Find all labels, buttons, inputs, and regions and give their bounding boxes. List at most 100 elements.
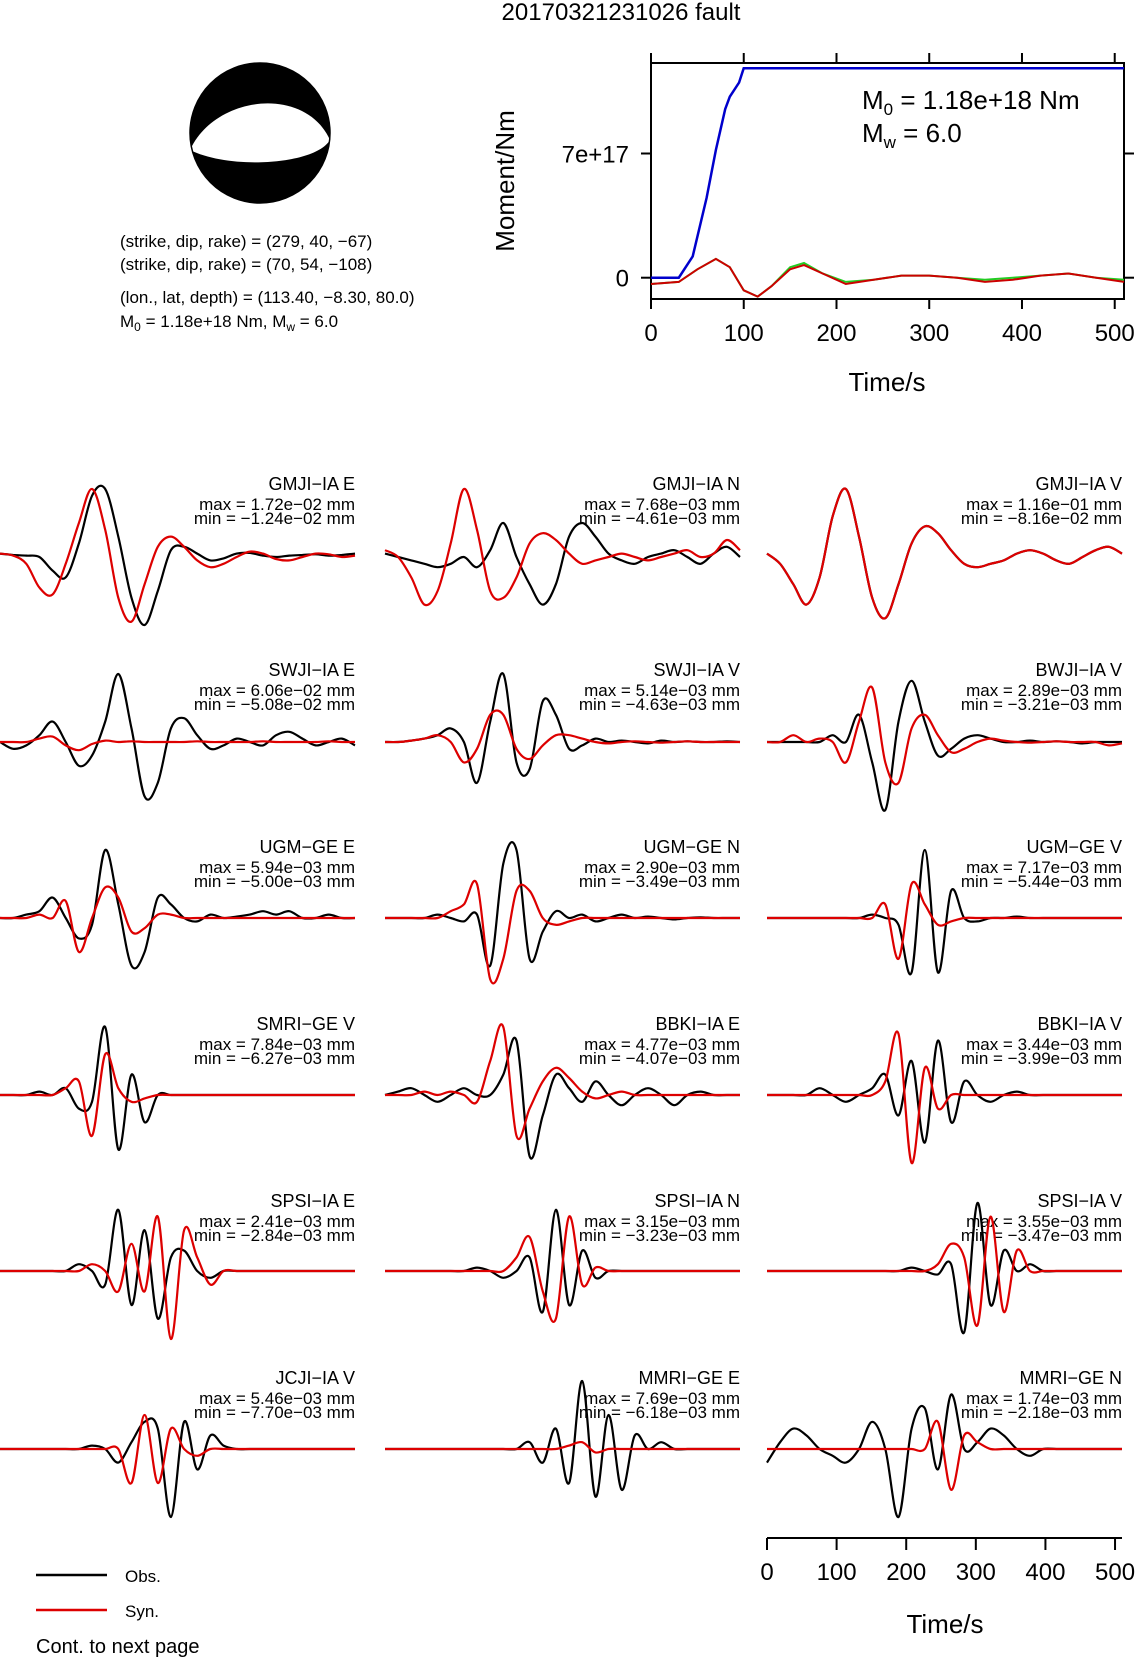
synthetic-trace bbox=[384, 487, 741, 607]
min-amplitude: min = −4.07e−03 mm bbox=[579, 1049, 740, 1068]
hypocenter: (lon., lat, depth) = (113.40, −8.30, 80.… bbox=[120, 288, 415, 307]
synthetic-trace bbox=[0, 735, 356, 752]
continuation-note: Cont. to next page bbox=[36, 1636, 199, 1658]
moment-xtick-label: 0 bbox=[644, 320, 657, 347]
beachball-icon bbox=[189, 62, 331, 204]
moment-xtick-label: 400 bbox=[1002, 320, 1042, 347]
max-amplitude: max = 7.69e−03 mm bbox=[584, 1389, 740, 1408]
max-amplitude: max = 3.55e−03 mm bbox=[966, 1212, 1122, 1231]
mw-label: Mw = 6.0 bbox=[862, 118, 962, 152]
synthetic-trace bbox=[0, 1413, 355, 1485]
station-label: BBKI−IA V bbox=[1037, 1014, 1122, 1034]
waveform-xlabel: Time/s bbox=[906, 1609, 983, 1639]
moment-chart-xlabel: Time/s bbox=[848, 367, 925, 397]
max-amplitude: max = 1.74e−03 mm bbox=[966, 1389, 1122, 1408]
time-axis-tick-label: 0 bbox=[760, 1559, 773, 1586]
observed-trace bbox=[0, 672, 356, 801]
observed-trace bbox=[384, 521, 741, 606]
min-amplitude: min = −7.70e−03 mm bbox=[194, 1403, 355, 1422]
synthetic-trace bbox=[385, 880, 740, 985]
synthetic-trace bbox=[767, 1419, 1122, 1491]
station-label: SPSI−IA E bbox=[270, 1191, 355, 1211]
max-amplitude: max = 7.68e−03 mm bbox=[584, 495, 740, 514]
station-label: BWJI−IA V bbox=[1035, 660, 1122, 680]
moment-xtick-label: 300 bbox=[909, 320, 949, 347]
synthetic-trace bbox=[385, 1440, 740, 1454]
legend: Obs. Syn. bbox=[36, 1567, 161, 1621]
min-amplitude: min = −5.08e−02 mm bbox=[194, 695, 355, 714]
max-amplitude: max = 5.14e−03 mm bbox=[584, 681, 740, 700]
synthetic-trace bbox=[766, 1030, 1122, 1165]
moment-rate-line-red bbox=[650, 257, 1125, 298]
max-amplitude: max = 7.84e−03 mm bbox=[199, 1035, 355, 1054]
cumulative-moment-line bbox=[651, 67, 1124, 279]
moment-ytick-label: 0 bbox=[616, 266, 629, 293]
time-axis-tick-label: 500 bbox=[1095, 1559, 1135, 1586]
station-label: SWJI−IA V bbox=[653, 660, 740, 680]
synthetic-trace bbox=[384, 709, 740, 764]
synthetic-trace bbox=[767, 880, 1122, 960]
min-amplitude: min = −3.23e−03 mm bbox=[579, 1226, 740, 1245]
station-label: MMRI−GE E bbox=[638, 1368, 740, 1388]
station-label: JCJI−IA V bbox=[275, 1368, 355, 1388]
legend-obs-label: Obs. bbox=[125, 1567, 161, 1586]
source-parameters: (strike, dip, rake) = (279, 40, −67) (st… bbox=[120, 232, 415, 334]
min-amplitude: min = −6.18e−03 mm bbox=[579, 1403, 740, 1422]
figure-title: 20170321231026 fault bbox=[502, 0, 741, 26]
min-amplitude: min = −3.99e−03 mm bbox=[961, 1049, 1122, 1068]
station-label: SWJI−IA E bbox=[268, 660, 355, 680]
observed-trace bbox=[384, 1036, 740, 1160]
moment-chart-ticks: 0 100 200 300 400 500 0 7e+17 bbox=[562, 53, 1135, 347]
synthetic-trace bbox=[384, 1023, 740, 1141]
max-amplitude: max = 2.89e−03 mm bbox=[966, 681, 1122, 700]
min-amplitude: min = −5.00e−03 mm bbox=[194, 872, 355, 891]
station-label: GMJI−IA V bbox=[1035, 474, 1122, 494]
station-label: SMRI−GE V bbox=[256, 1014, 355, 1034]
max-amplitude: max = 4.77e−03 mm bbox=[584, 1035, 740, 1054]
max-amplitude: max = 2.41e−03 mm bbox=[199, 1212, 355, 1231]
station-label: UGM−GE E bbox=[259, 837, 355, 857]
max-amplitude: max = 1.72e−02 mm bbox=[199, 495, 355, 514]
min-amplitude: min = −3.47e−03 mm bbox=[961, 1226, 1122, 1245]
moment-xtick-label: 200 bbox=[816, 320, 856, 347]
moment-ytick-label: 7e+17 bbox=[562, 141, 629, 168]
time-axis-tick-label: 400 bbox=[1025, 1559, 1065, 1586]
moment-xtick-label: 500 bbox=[1095, 320, 1135, 347]
max-amplitude: max = 1.16e−01 mm bbox=[966, 495, 1122, 514]
station-label: GMJI−IA E bbox=[268, 474, 355, 494]
min-amplitude: min = −1.24e−02 mm bbox=[194, 509, 355, 528]
min-amplitude: min = −4.61e−03 mm bbox=[579, 509, 740, 528]
station-label: GMJI−IA N bbox=[652, 474, 740, 494]
moment-xtick-label: 100 bbox=[724, 320, 764, 347]
moment-chart-frame bbox=[650, 62, 1125, 300]
nodal-plane-1: (strike, dip, rake) = (279, 40, −67) bbox=[120, 232, 372, 251]
station-label: BBKI−IA E bbox=[655, 1014, 740, 1034]
synthetic-trace bbox=[766, 685, 1123, 786]
m0-label: M0 = 1.18e+18 Nm bbox=[862, 85, 1080, 119]
station-label: UGM−GE N bbox=[643, 837, 740, 857]
synthetic-trace bbox=[766, 1215, 1122, 1327]
synthetic-trace bbox=[0, 487, 356, 623]
max-amplitude: max = 7.17e−03 mm bbox=[966, 858, 1122, 877]
max-amplitude: max = 2.90e−03 mm bbox=[584, 858, 740, 877]
min-amplitude: min = −3.21e−03 mm bbox=[961, 695, 1122, 714]
moment-chart-ylabel: Moment/Nm bbox=[490, 110, 520, 252]
waveform-time-axis: Time/s 0 100 200 300 400 500 bbox=[760, 1537, 1135, 1639]
